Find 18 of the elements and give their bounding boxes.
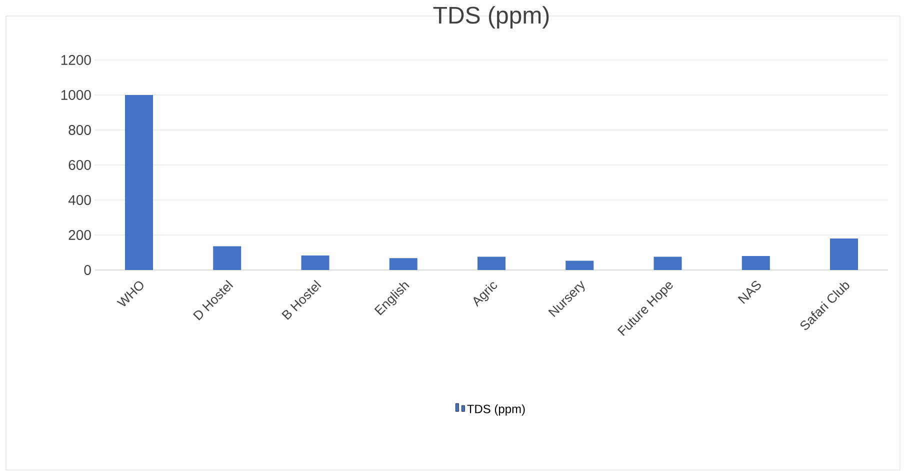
bar <box>830 238 858 270</box>
bar <box>654 256 682 270</box>
bar <box>389 258 418 270</box>
bar <box>478 256 506 270</box>
chart-title: TDS (ppm) <box>433 6 549 28</box>
bar <box>213 246 242 270</box>
y-tick-label: 200 <box>68 230 91 240</box>
bar <box>742 256 770 270</box>
legend-label: TDS (ppm) <box>467 404 525 416</box>
bar <box>301 255 330 270</box>
y-tick-label: 0 <box>84 265 91 275</box>
y-tick-label: 800 <box>68 125 91 135</box>
y-tick-label: 400 <box>68 195 91 205</box>
y-tick-label: 1200 <box>61 55 91 65</box>
y-tick-label: 1000 <box>61 90 91 100</box>
y-tick-label: 600 <box>68 160 91 170</box>
bar <box>566 260 594 270</box>
bar <box>125 94 153 270</box>
